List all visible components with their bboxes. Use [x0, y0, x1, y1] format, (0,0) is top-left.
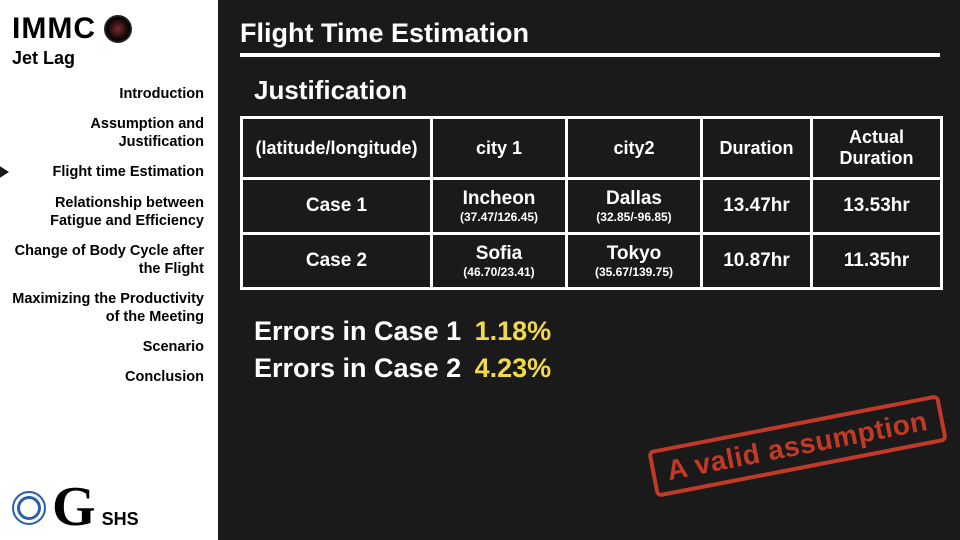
cell-city2: Dallas (32.85/-96.85) [567, 179, 702, 234]
cell-actual: 13.53hr [812, 179, 942, 234]
city2-name: Dallas [572, 188, 696, 210]
justification-table: (latitude/longitude) city 1 city2 Durati… [240, 116, 943, 290]
th-city2: city2 [567, 118, 702, 179]
cell-actual: 11.35hr [812, 234, 942, 289]
table-header-row: (latitude/longitude) city 1 city2 Durati… [242, 118, 942, 179]
errors-block: Errors in Case 1 1.18% Errors in Case 2 … [254, 316, 940, 384]
nav-item-assumption[interactable]: Assumption and Justification [12, 113, 208, 153]
page-title: Flight Time Estimation [240, 18, 940, 57]
brand-row: IMMC [12, 12, 208, 46]
th-duration: Duration [702, 118, 812, 179]
error-value: 1.18% [475, 316, 552, 346]
table-row: Case 1 Incheon (37.47/126.45) Dallas (32… [242, 179, 942, 234]
brand-title: IMMC [12, 12, 96, 46]
error-value: 4.23% [475, 353, 552, 383]
cell-city1: Incheon (37.47/126.45) [432, 179, 567, 234]
error-line-2: Errors in Case 2 4.23% [254, 353, 940, 384]
nav-item-relationship[interactable]: Relationship between Fatigue and Efficie… [12, 192, 208, 232]
nav-item-introduction[interactable]: Introduction [12, 83, 208, 105]
nav-item-conclusion[interactable]: Conclusion [12, 366, 208, 388]
main-content: Flight Time Estimation Justification (la… [218, 0, 960, 540]
nav-item-scenario[interactable]: Scenario [12, 336, 208, 358]
cell-case: Case 2 [242, 234, 432, 289]
city1-coords: (37.47/126.45) [437, 210, 561, 224]
cell-case: Case 1 [242, 179, 432, 234]
cell-duration: 13.47hr [702, 179, 812, 234]
city1-name: Incheon [437, 188, 561, 210]
error-label: Errors in Case 2 [254, 353, 461, 383]
error-line-1: Errors in Case 1 1.18% [254, 316, 940, 347]
nav-list: Introduction Assumption and Justificatio… [12, 83, 208, 389]
th-latlong: (latitude/longitude) [242, 118, 432, 179]
th-city1: city 1 [432, 118, 567, 179]
nav-item-maximizing[interactable]: Maximizing the Productivity of the Meeti… [12, 288, 208, 328]
section-title: Justification [254, 75, 940, 106]
error-label: Errors in Case 1 [254, 316, 461, 346]
brand-badge-icon [104, 15, 132, 43]
city1-name: Sofia [437, 243, 561, 265]
sidebar: IMMC Jet Lag Introduction Assumption and… [0, 0, 218, 540]
validity-stamp: A valid assumption [647, 394, 947, 498]
footer-logo: G SHS [12, 485, 208, 530]
cell-city1: Sofia (46.70/23.41) [432, 234, 567, 289]
city2-coords: (32.85/-96.85) [572, 210, 696, 224]
city1-coords: (46.70/23.41) [437, 265, 561, 279]
nav-item-body-cycle[interactable]: Change of Body Cycle after the Flight [12, 240, 208, 280]
cell-city2: Tokyo (35.67/139.75) [567, 234, 702, 289]
cell-duration: 10.87hr [702, 234, 812, 289]
subtitle: Jet Lag [12, 48, 208, 69]
school-badge-icon [12, 491, 46, 525]
nav-item-flight-time[interactable]: Flight time Estimation [12, 161, 208, 183]
city2-name: Tokyo [572, 243, 696, 265]
city2-coords: (35.67/139.75) [572, 265, 696, 279]
footer-big-letter: G [52, 485, 96, 530]
table-row: Case 2 Sofia (46.70/23.41) Tokyo (35.67/… [242, 234, 942, 289]
th-actual: Actual Duration [812, 118, 942, 179]
footer-sub: SHS [102, 509, 139, 530]
